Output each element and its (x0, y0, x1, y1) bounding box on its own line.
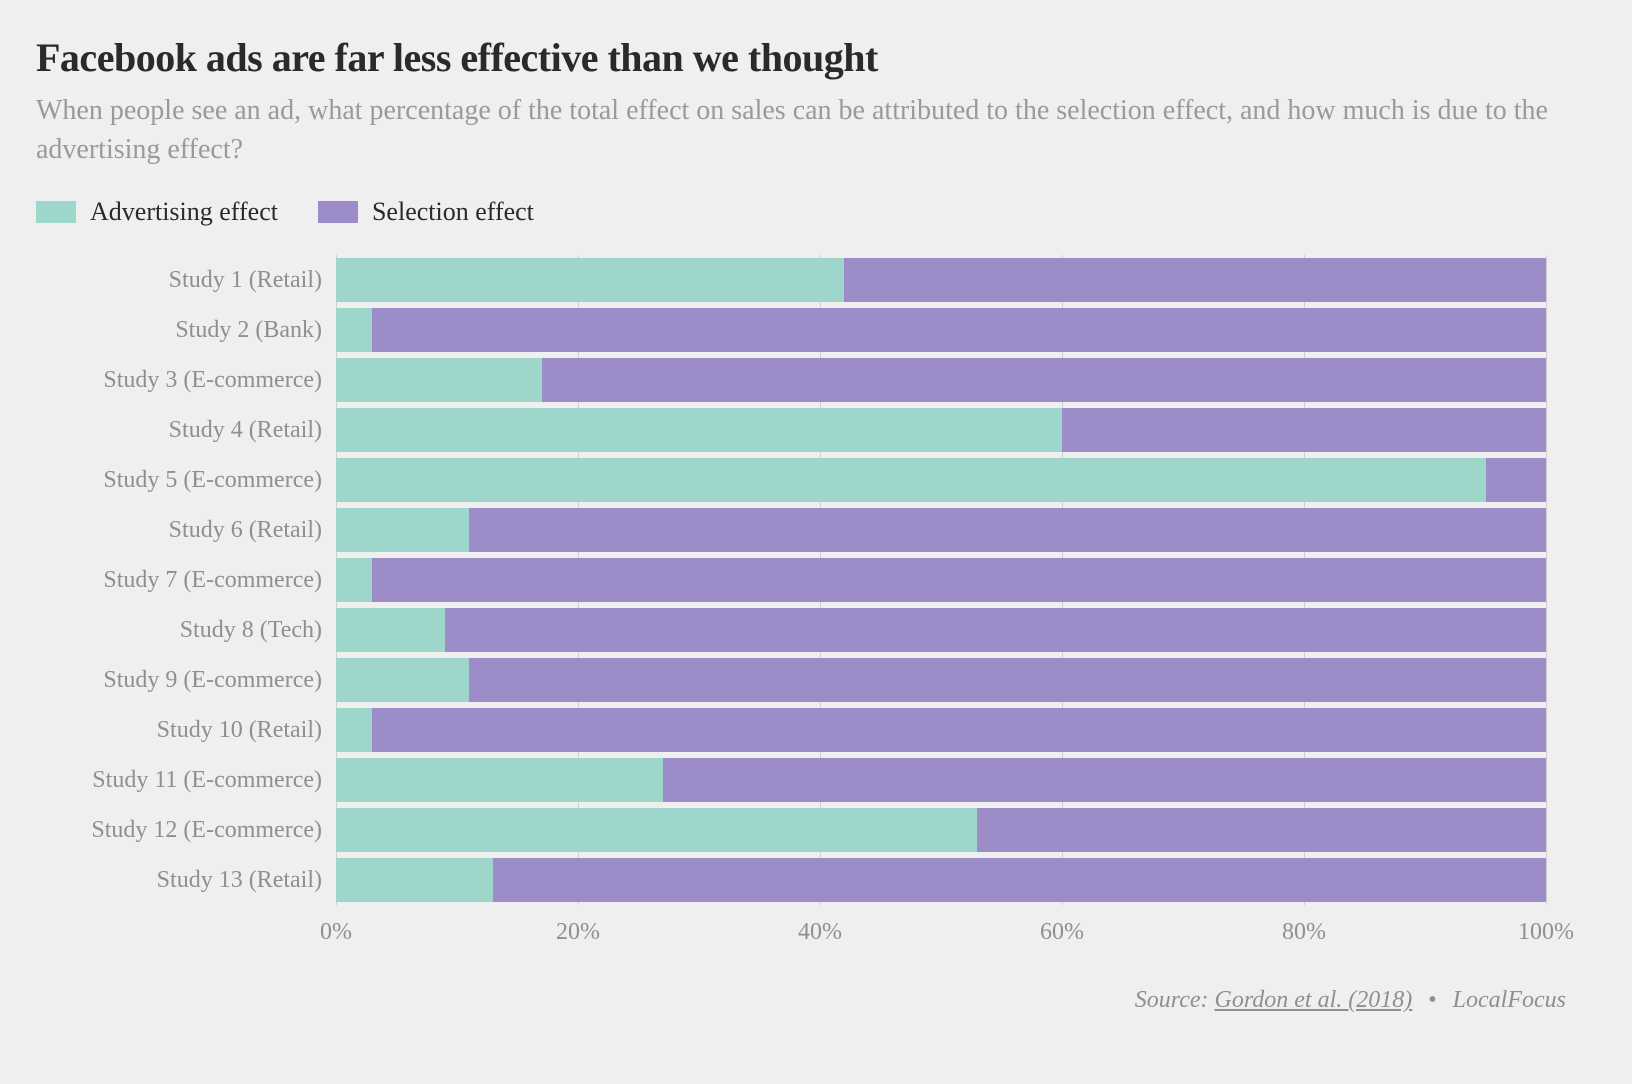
bar-segment-advertising (336, 758, 663, 802)
legend-item-selection: Selection effect (318, 197, 534, 227)
y-axis-label: Study 10 (Retail) (36, 705, 336, 755)
y-axis-label: Study 7 (E-commerce) (36, 555, 336, 605)
bar-track (336, 708, 1546, 752)
x-tick-label: 0% (320, 919, 352, 946)
bar-segment-selection (844, 258, 1546, 302)
bar-row (336, 705, 1546, 755)
footer-separator: • (1428, 987, 1436, 1013)
x-tick-label: 40% (798, 919, 842, 946)
bar-track (336, 858, 1546, 902)
chart-subtitle: When people see an ad, what percentage o… (36, 91, 1596, 169)
x-tick-label: 100% (1518, 919, 1574, 946)
bar-segment-advertising (336, 658, 469, 702)
x-tick-label: 80% (1282, 919, 1326, 946)
bar-segment-selection (372, 708, 1546, 752)
bar-segment-advertising (336, 508, 469, 552)
bar-track (336, 308, 1546, 352)
bar-track (336, 408, 1546, 452)
bar-track (336, 358, 1546, 402)
bar-track (336, 608, 1546, 652)
bar-row (336, 255, 1546, 305)
y-axis-label: Study 2 (Bank) (36, 305, 336, 355)
y-axis-label: Study 11 (E-commerce) (36, 755, 336, 805)
bar-track (336, 258, 1546, 302)
legend-label-advertising: Advertising effect (90, 197, 278, 227)
y-axis-label: Study 13 (Retail) (36, 855, 336, 905)
bar-segment-advertising (336, 408, 1062, 452)
bar-segment-selection (372, 558, 1546, 602)
bar-track (336, 808, 1546, 852)
bar-track (336, 758, 1546, 802)
bar-segment-advertising (336, 308, 372, 352)
bar-segment-advertising (336, 358, 542, 402)
bar-segment-selection (469, 508, 1546, 552)
legend-swatch-advertising (36, 201, 76, 223)
y-axis-label: Study 1 (Retail) (36, 255, 336, 305)
bar-segment-selection (1062, 408, 1546, 452)
y-axis-labels: Study 1 (Retail)Study 2 (Bank)Study 3 (E… (36, 255, 336, 905)
bar-segment-selection (493, 858, 1546, 902)
bar-segment-selection (469, 658, 1546, 702)
y-axis-label: Study 4 (Retail) (36, 405, 336, 455)
bar-segment-selection (977, 808, 1546, 852)
bar-segment-selection (663, 758, 1546, 802)
bar-row (336, 505, 1546, 555)
bar-segment-advertising (336, 858, 493, 902)
chart: Study 1 (Retail)Study 2 (Bank)Study 3 (E… (36, 255, 1596, 965)
plot-area (336, 255, 1546, 905)
bar-row (336, 755, 1546, 805)
bar-segment-advertising (336, 258, 844, 302)
source-link[interactable]: Gordon et al. (2018) (1215, 987, 1413, 1013)
y-axis-label: Study 8 (Tech) (36, 605, 336, 655)
gridline (1546, 255, 1547, 905)
bar-row (336, 805, 1546, 855)
bar-segment-advertising (336, 808, 977, 852)
bar-row (336, 455, 1546, 505)
bar-row (336, 355, 1546, 405)
footer: Source: Gordon et al. (2018) • LocalFocu… (36, 987, 1596, 1014)
bar-segment-selection (445, 608, 1546, 652)
legend: Advertising effect Selection effect (36, 197, 1596, 227)
source-label: Source: (1135, 987, 1215, 1013)
y-axis-label: Study 6 (Retail) (36, 505, 336, 555)
bar-row (336, 555, 1546, 605)
bar-segment-selection (372, 308, 1546, 352)
bar-segment-selection (542, 358, 1546, 402)
x-tick-label: 60% (1040, 919, 1084, 946)
bar-track (336, 558, 1546, 602)
bars (336, 255, 1546, 905)
footer-brand: LocalFocus (1453, 987, 1566, 1013)
bar-track (336, 458, 1546, 502)
legend-label-selection: Selection effect (372, 197, 534, 227)
bar-segment-advertising (336, 558, 372, 602)
x-tick-label: 20% (556, 919, 600, 946)
bar-row (336, 605, 1546, 655)
chart-title: Facebook ads are far less effective than… (36, 34, 1596, 81)
y-axis-label: Study 3 (E-commerce) (36, 355, 336, 405)
y-axis-label: Study 9 (E-commerce) (36, 655, 336, 705)
bar-segment-advertising (336, 458, 1486, 502)
bar-track (336, 508, 1546, 552)
bar-row (336, 305, 1546, 355)
bar-segment-advertising (336, 608, 445, 652)
bar-row (336, 655, 1546, 705)
bar-row (336, 855, 1546, 905)
x-axis: 0%20%40%60%80%100% (336, 905, 1546, 965)
bar-segment-selection (1486, 458, 1547, 502)
legend-item-advertising: Advertising effect (36, 197, 278, 227)
legend-swatch-selection (318, 201, 358, 223)
y-axis-label: Study 12 (E-commerce) (36, 805, 336, 855)
bar-row (336, 405, 1546, 455)
bar-segment-advertising (336, 708, 372, 752)
bar-track (336, 658, 1546, 702)
y-axis-label: Study 5 (E-commerce) (36, 455, 336, 505)
